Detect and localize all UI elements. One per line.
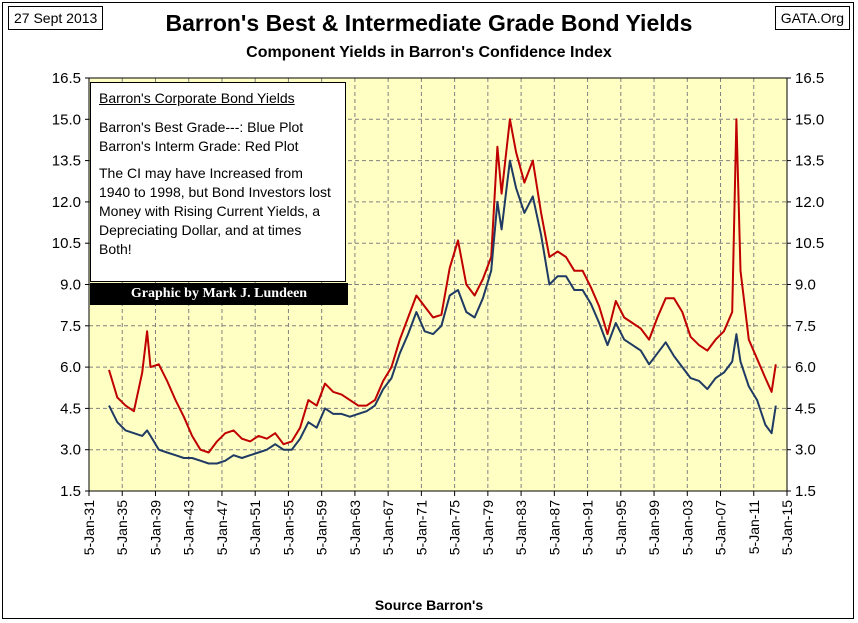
x-tick-label: 5-Jan-75 <box>447 500 463 555</box>
x-tick-label: 5-Jan-67 <box>380 500 396 555</box>
y-tick-label-right: 3.0 <box>795 442 816 459</box>
annotation-interm-grade: Barron's Interm Grade: Red Plot <box>99 138 299 154</box>
x-tick-label: 5-Jan-11 <box>746 500 762 554</box>
y-tick-label: 10.5 <box>52 235 81 252</box>
x-tick-label: 5-Jan-55 <box>280 500 296 555</box>
x-tick-label: 5-Jan-35 <box>114 500 130 555</box>
series-layer <box>108 118 777 465</box>
y-tick-label: 7.5 <box>60 318 81 335</box>
y-tick-label: 15.0 <box>52 111 81 128</box>
x-tick-label: 5-Jan-91 <box>580 500 596 555</box>
x-tick-label: 5-Jan-79 <box>480 500 496 555</box>
y-tick-label-right: 7.5 <box>795 318 816 335</box>
chart-title: Barron's Best & Intermediate Grade Bond … <box>165 10 693 36</box>
x-tick-label: 5-Jan-39 <box>147 500 163 555</box>
x-tick-label: 5-Jan-47 <box>214 500 230 555</box>
y-tick-label-right: 9.0 <box>795 277 816 294</box>
y-tick-label: 12.0 <box>52 194 81 211</box>
x-tick-label: 5-Jan-07 <box>713 500 729 555</box>
y-tick-label-right: 1.5 <box>795 483 816 500</box>
x-tick-label: 5-Jan-43 <box>181 500 197 555</box>
annotation-box: Barron's Corporate Bond Yields Barron's … <box>90 82 346 282</box>
y-tick-label-right: 6.0 <box>795 359 816 376</box>
x-tick-label: 5-Jan-59 <box>314 500 330 555</box>
y-tick-label: 9.0 <box>60 277 81 294</box>
chart-subtitle: Component Yields in Barron's Confidence … <box>246 44 612 61</box>
x-tick-label: 5-Jan-15 <box>779 500 795 555</box>
x-tick-label: 5-Jan-99 <box>646 500 662 555</box>
x-tick-label: 5-Jan-31 <box>81 500 97 555</box>
x-tick-label: 5-Jan-95 <box>613 500 629 555</box>
date-label: 27 Sept 2013 <box>8 6 104 30</box>
x-tick-label: 5-Jan-83 <box>513 500 529 555</box>
credit-label: Graphic by Mark J. Lundeen <box>90 283 348 305</box>
y-tick-label-right: 13.5 <box>795 153 824 170</box>
x-tick-label: 5-Jan-87 <box>546 500 562 555</box>
annotation-body: The CI may have Increased from 1940 to 1… <box>99 165 331 257</box>
y-tick-label-right: 16.5 <box>795 70 824 87</box>
x-tick-label: 5-Jan-03 <box>679 500 695 555</box>
y-tick-label: 16.5 <box>52 70 81 87</box>
y-tick-label-right: 4.5 <box>795 400 816 417</box>
y-tick-label: 1.5 <box>60 483 81 500</box>
source-site-label: GATA.Org <box>774 6 850 30</box>
series-best-grade-line <box>108 159 777 465</box>
y-tick-label: 13.5 <box>52 153 81 170</box>
y-tick-label: 6.0 <box>60 359 81 376</box>
y-tick-label-right: 12.0 <box>795 194 824 211</box>
annotation-best-grade: Barron's Best Grade---: Blue Plot <box>99 119 304 135</box>
axis-layer: 1.5 1.5 3.0 3.0 4.5 4.5 6.0 6.0 7.5 7.5 9.0 9.0 10.5… <box>52 70 824 555</box>
x-axis-title: Source Barron's <box>374 597 484 613</box>
annotation-heading: Barron's Corporate Bond Yields <box>99 90 295 106</box>
series-interm-grade-line <box>108 118 777 454</box>
y-tick-label-right: 15.0 <box>795 111 824 128</box>
x-tick-label: 5-Jan-51 <box>247 500 263 555</box>
y-tick-label: 3.0 <box>60 442 81 459</box>
x-tick-label: 5-Jan-71 <box>413 500 429 555</box>
y-tick-label: 4.5 <box>60 400 81 417</box>
x-tick-label: 5-Jan-63 <box>347 500 363 555</box>
y-tick-label-right: 10.5 <box>795 235 824 252</box>
